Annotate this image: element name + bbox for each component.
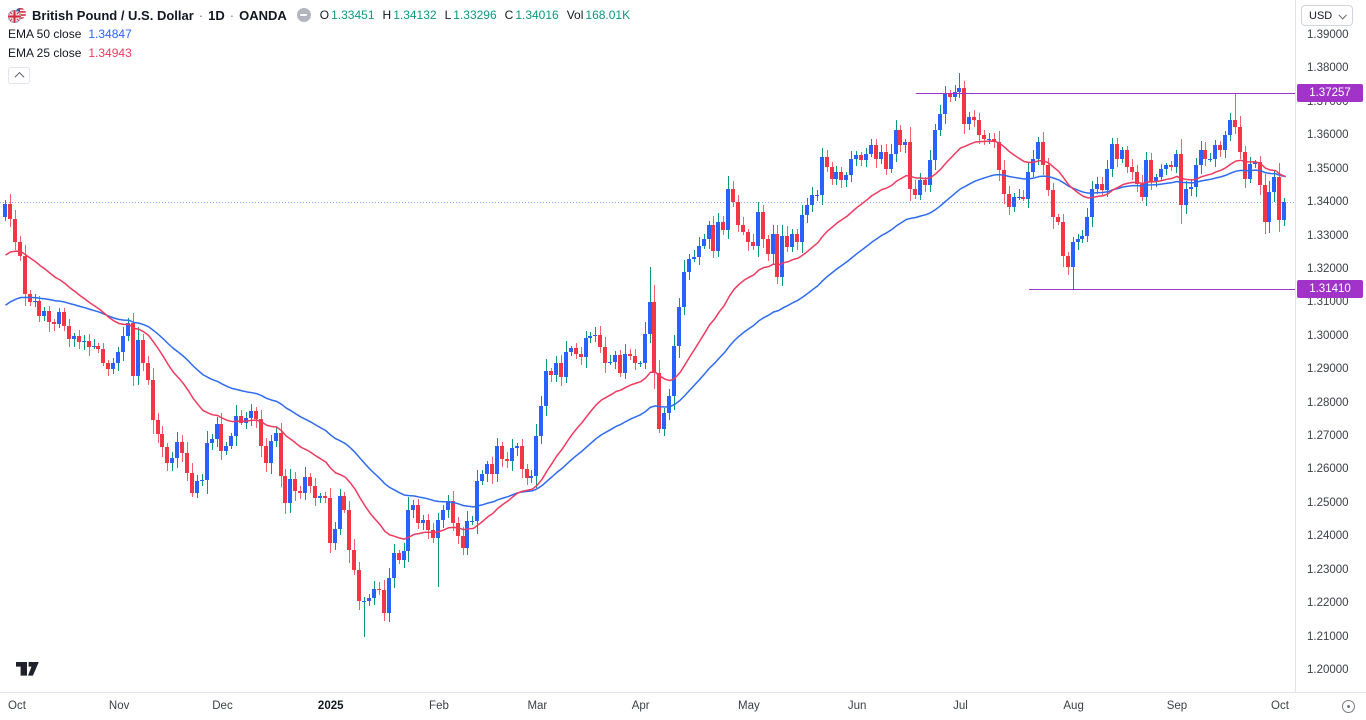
y-axis-label: 1.27000 (1307, 430, 1349, 443)
low-value: 1.33296 (453, 8, 497, 22)
x-axis-label: Mar (527, 700, 548, 712)
y-axis-label: 1.33000 (1307, 229, 1349, 242)
y-axis-label: 1.21000 (1307, 630, 1349, 643)
open-label: O (319, 8, 330, 22)
volume-label: Vol (566, 8, 584, 22)
scroll-to-realtime-icon[interactable] (1342, 700, 1355, 713)
x-axis-label: Oct (8, 700, 26, 712)
ema50-label: EMA 50 close (8, 27, 82, 41)
high-value: 1.34132 (393, 8, 437, 22)
x-axis-label: Aug (1063, 700, 1084, 712)
exchange-label[interactable]: OANDA (239, 7, 287, 23)
y-axis-label: 1.26000 (1307, 463, 1349, 476)
title-separator: · (198, 7, 204, 23)
high-label: H (382, 8, 392, 22)
y-axis-label: 1.28000 (1307, 396, 1349, 409)
y-axis-label: 1.25000 (1307, 496, 1349, 509)
x-axis-label: Feb (429, 700, 449, 712)
close-label: C (504, 8, 514, 22)
collapse-legend-button[interactable] (8, 67, 30, 84)
chevron-up-icon (14, 71, 24, 82)
x-axis-label: Apr (631, 700, 650, 712)
ohlc-readout: O 1.33451 H 1.34132 L 1.33296 C 1.34016 … (320, 8, 630, 22)
y-axis-label: 1.34000 (1307, 196, 1349, 209)
ema25-label: EMA 25 close (8, 46, 82, 60)
indicator-row-ema25[interactable]: EMA 25 close 1.34943 (8, 44, 630, 62)
currency-toggle-button[interactable]: USD (1301, 5, 1354, 26)
open-value: 1.33451 (331, 8, 375, 22)
currency-label: USD (1309, 9, 1333, 22)
y-axis-label: 1.39000 (1307, 28, 1349, 41)
price-axis[interactable]: USD 1.390001.380001.370001.360001.350001… (1295, 0, 1366, 692)
close-value: 1.34016 (515, 8, 559, 22)
y-axis-label: 1.20000 (1307, 663, 1349, 676)
x-axis-label: May (738, 700, 760, 712)
y-axis-label: 1.31000 (1307, 296, 1349, 309)
x-axis-label: Jul (953, 700, 968, 712)
ema25-value: 1.34943 (88, 46, 132, 60)
symbol-title[interactable]: British Pound / U.S. Dollar (32, 7, 194, 23)
y-axis-label: 1.22000 (1307, 597, 1349, 610)
x-axis-label: Oct (1271, 700, 1289, 712)
y-axis-label: 1.32000 (1307, 262, 1349, 275)
y-axis-label: 1.30000 (1307, 329, 1349, 342)
symbol-title-row[interactable]: British Pound / U.S. Dollar · 1D · OANDA… (8, 6, 630, 24)
price-level-label[interactable]: 1.31410 (1297, 279, 1363, 298)
timeframe-label[interactable]: 1D (208, 7, 225, 23)
x-axis-label: Nov (108, 700, 130, 712)
y-axis-label: 1.24000 (1307, 530, 1349, 543)
low-label: L (444, 8, 452, 22)
x-axis-label: Jun (847, 700, 867, 712)
indicator-row-ema50[interactable]: EMA 50 close 1.34847 (8, 25, 630, 43)
chart-canvas[interactable] (0, 0, 1295, 692)
symbol-legend: British Pound / U.S. Dollar · 1D · OANDA… (8, 6, 630, 84)
title-separator: · (229, 7, 235, 23)
chevron-down-icon (1338, 10, 1348, 20)
currency-pair-flag-icon (8, 7, 26, 23)
y-axis-label: 1.23000 (1307, 563, 1349, 576)
y-axis-label: 1.38000 (1307, 62, 1349, 75)
ema50-value: 1.34847 (88, 27, 132, 41)
y-axis-label: 1.29000 (1307, 363, 1349, 376)
x-axis-label: Dec (212, 700, 233, 712)
tradingview-logo[interactable] (16, 662, 39, 681)
x-axis-label: 2025 (317, 700, 344, 712)
time-axis[interactable]: Oct Nov Dec 2025 Feb Mar Apr May Jun Jul Aug Sep Oct (0, 692, 1366, 720)
price-level-label[interactable]: 1.37257 (1297, 84, 1363, 103)
y-axis-label: 1.35000 (1307, 162, 1349, 175)
volume-value: 168.01K (585, 8, 631, 22)
market-status-icon[interactable] (296, 8, 311, 22)
y-axis-label: 1.36000 (1307, 129, 1349, 142)
x-axis-label: Sep (1166, 700, 1188, 712)
